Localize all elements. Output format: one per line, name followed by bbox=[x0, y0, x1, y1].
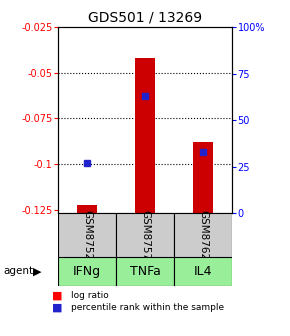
Bar bbox=[174, 257, 232, 286]
Bar bbox=[135, 58, 155, 213]
Text: IL4: IL4 bbox=[194, 265, 212, 278]
Text: ■: ■ bbox=[52, 302, 63, 312]
Bar bbox=[174, 213, 232, 257]
Bar bbox=[116, 257, 174, 286]
Text: IFNg: IFNg bbox=[73, 265, 101, 278]
Text: GSM8757: GSM8757 bbox=[140, 210, 150, 260]
Bar bbox=[116, 213, 174, 257]
Text: agent: agent bbox=[3, 266, 33, 276]
Text: ■: ■ bbox=[52, 291, 63, 301]
Text: TNFa: TNFa bbox=[130, 265, 160, 278]
Text: log ratio: log ratio bbox=[71, 291, 109, 300]
Text: GSM8752: GSM8752 bbox=[82, 210, 92, 260]
Bar bbox=[193, 142, 213, 213]
Text: ▶: ▶ bbox=[33, 266, 42, 276]
Bar bbox=[58, 257, 116, 286]
Bar bbox=[58, 213, 116, 257]
Text: percentile rank within the sample: percentile rank within the sample bbox=[71, 303, 224, 312]
Title: GDS501 / 13269: GDS501 / 13269 bbox=[88, 10, 202, 24]
Text: GSM8762: GSM8762 bbox=[198, 210, 208, 260]
Bar bbox=[77, 205, 97, 213]
